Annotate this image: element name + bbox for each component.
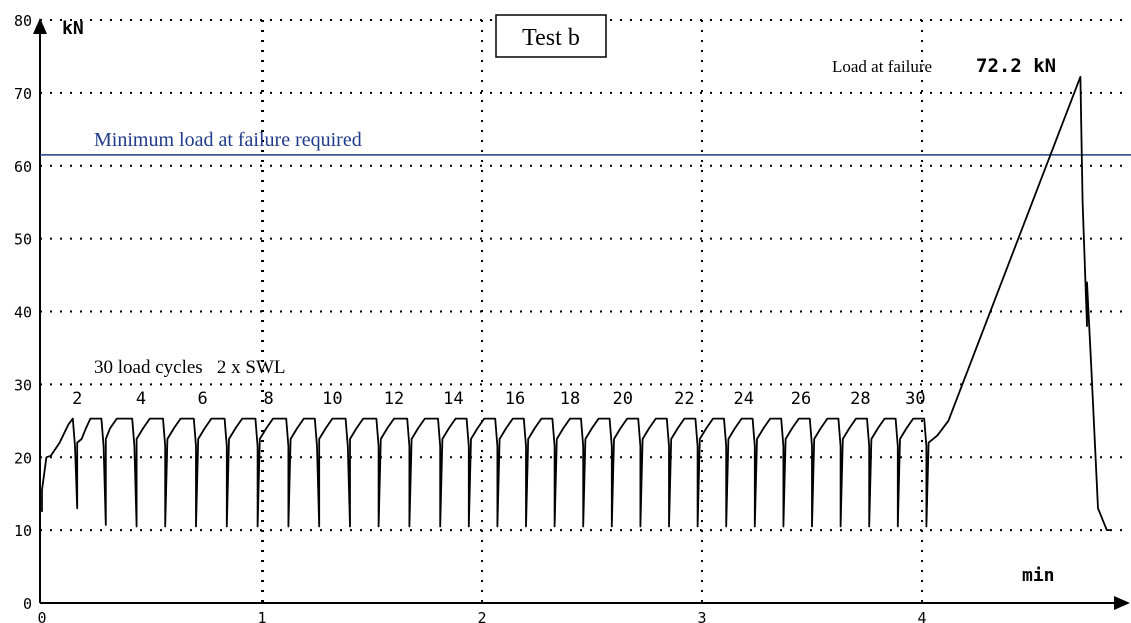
cycle-label-20: 20 bbox=[613, 389, 633, 409]
failure-annotation-prefix: Load at failure bbox=[832, 57, 932, 76]
y-tick-labels: 0 10 20 30 40 50 60 70 80 bbox=[14, 12, 32, 613]
x-axis-arrow bbox=[1114, 596, 1130, 610]
cycle-label-8: 8 bbox=[263, 389, 273, 409]
y-tick-label-70: 70 bbox=[14, 85, 32, 103]
cycle-label-14: 14 bbox=[443, 389, 463, 409]
cycle-label-16: 16 bbox=[505, 389, 525, 409]
y-tick-label-60: 60 bbox=[14, 158, 32, 176]
cycle-label-10: 10 bbox=[322, 389, 342, 409]
minimum-load-label: Minimum load at failure required bbox=[94, 129, 362, 151]
cycle-labels: 2 4 6 8 10 12 14 16 18 20 22 24 26 28 30 bbox=[72, 389, 926, 409]
cycle-label-24: 24 bbox=[734, 389, 754, 409]
cycle-label-18: 18 bbox=[560, 389, 580, 409]
x-tick-label-0: 0 bbox=[37, 609, 46, 623]
cycle-label-26: 26 bbox=[791, 389, 811, 409]
cycle-label-28: 28 bbox=[850, 389, 870, 409]
cycle-label-2: 2 bbox=[72, 389, 82, 409]
chart-title: Test b bbox=[522, 25, 580, 51]
y-tick-label-40: 40 bbox=[14, 304, 32, 322]
y-tick-label-80: 80 bbox=[14, 12, 32, 30]
y-tick-label-0: 0 bbox=[23, 595, 32, 613]
y-axis-arrow bbox=[33, 18, 47, 34]
chart-title-box: Test b bbox=[495, 14, 607, 58]
grid bbox=[40, 19, 1125, 603]
y-tick-label-10: 10 bbox=[14, 522, 32, 540]
y-axis-label: kN bbox=[62, 18, 84, 39]
axes bbox=[33, 18, 1130, 610]
cycle-label-4: 4 bbox=[136, 389, 146, 409]
series-line-load bbox=[41, 75, 1112, 531]
cycle-label-22: 22 bbox=[674, 389, 694, 409]
x-tick-labels: 0 1 2 3 4 bbox=[37, 609, 926, 623]
cycle-label-12: 12 bbox=[384, 389, 404, 409]
cycles-annotation: 30 load cycles 2 x SWL bbox=[94, 357, 286, 378]
failure-annotation-value: 72.2 kN bbox=[976, 55, 1056, 77]
x-tick-label-3: 3 bbox=[697, 609, 706, 623]
cycle-label-6: 6 bbox=[197, 389, 207, 409]
y-tick-label-50: 50 bbox=[14, 231, 32, 249]
x-axis-label: min bbox=[1022, 565, 1055, 586]
x-tick-label-1: 1 bbox=[257, 609, 266, 623]
x-tick-label-4: 4 bbox=[917, 609, 926, 623]
y-tick-label-20: 20 bbox=[14, 449, 32, 467]
y-tick-label-30: 30 bbox=[14, 376, 32, 394]
cycle-label-30: 30 bbox=[905, 389, 925, 409]
x-tick-label-2: 2 bbox=[477, 609, 486, 623]
